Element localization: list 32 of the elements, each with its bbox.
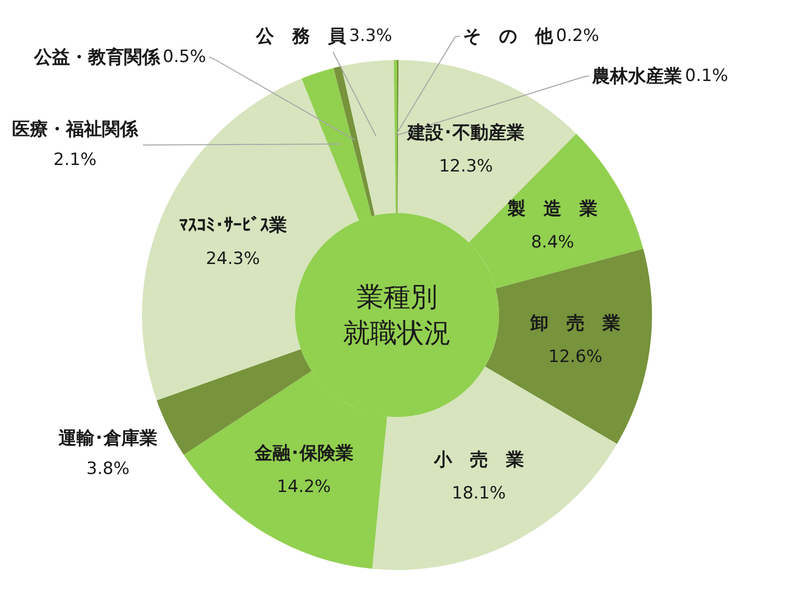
donut-slice: [302, 68, 372, 220]
donut-slice: [372, 366, 618, 570]
data-label: 3.3%: [349, 26, 392, 46]
data-label: 24.3%: [206, 249, 260, 270]
text: 業種別就職状況: [343, 282, 451, 348]
slice-label: 農林水産業: [591, 66, 682, 86]
slice-label: そ の 他: [463, 26, 554, 46]
data-label: 8.4%: [531, 232, 574, 253]
slice-label: 製 造 業: [506, 198, 598, 220]
data-label: 18.1%: [452, 483, 506, 504]
slice-label: 卸 売 業: [529, 312, 620, 334]
slice-label: 金融･保険業: [253, 442, 354, 464]
slice-label: ﾏｽｺﾐ･ｻｰﾋﾞｽ業: [178, 214, 287, 236]
data-label: 2.1%: [53, 150, 97, 170]
slice-label: 小 売 業: [432, 448, 524, 470]
data-label: 0.1%: [685, 66, 728, 86]
data-label: 0.5%: [162, 47, 206, 67]
donut-slice: [485, 248, 652, 444]
donut-slice: [341, 60, 396, 216]
slice-label: 公益・教育関係: [32, 46, 161, 68]
slice-label: 運輸･倉庫業: [58, 428, 158, 448]
donut-slice: [184, 370, 388, 569]
data-label: 14.2%: [276, 477, 331, 498]
slice-label: 公 務 員: [255, 26, 347, 46]
donut-slice: [334, 66, 375, 216]
data-label: 12.6%: [548, 346, 602, 367]
slice-label: 建設･不動産業: [405, 122, 524, 144]
donut-slice: [394, 60, 397, 214]
data-label: 12.3%: [438, 156, 493, 177]
data-label: 0.2%: [556, 26, 600, 46]
slice-label: 医療・福祉関係: [12, 118, 139, 140]
data-label: 3.8%: [86, 459, 130, 479]
